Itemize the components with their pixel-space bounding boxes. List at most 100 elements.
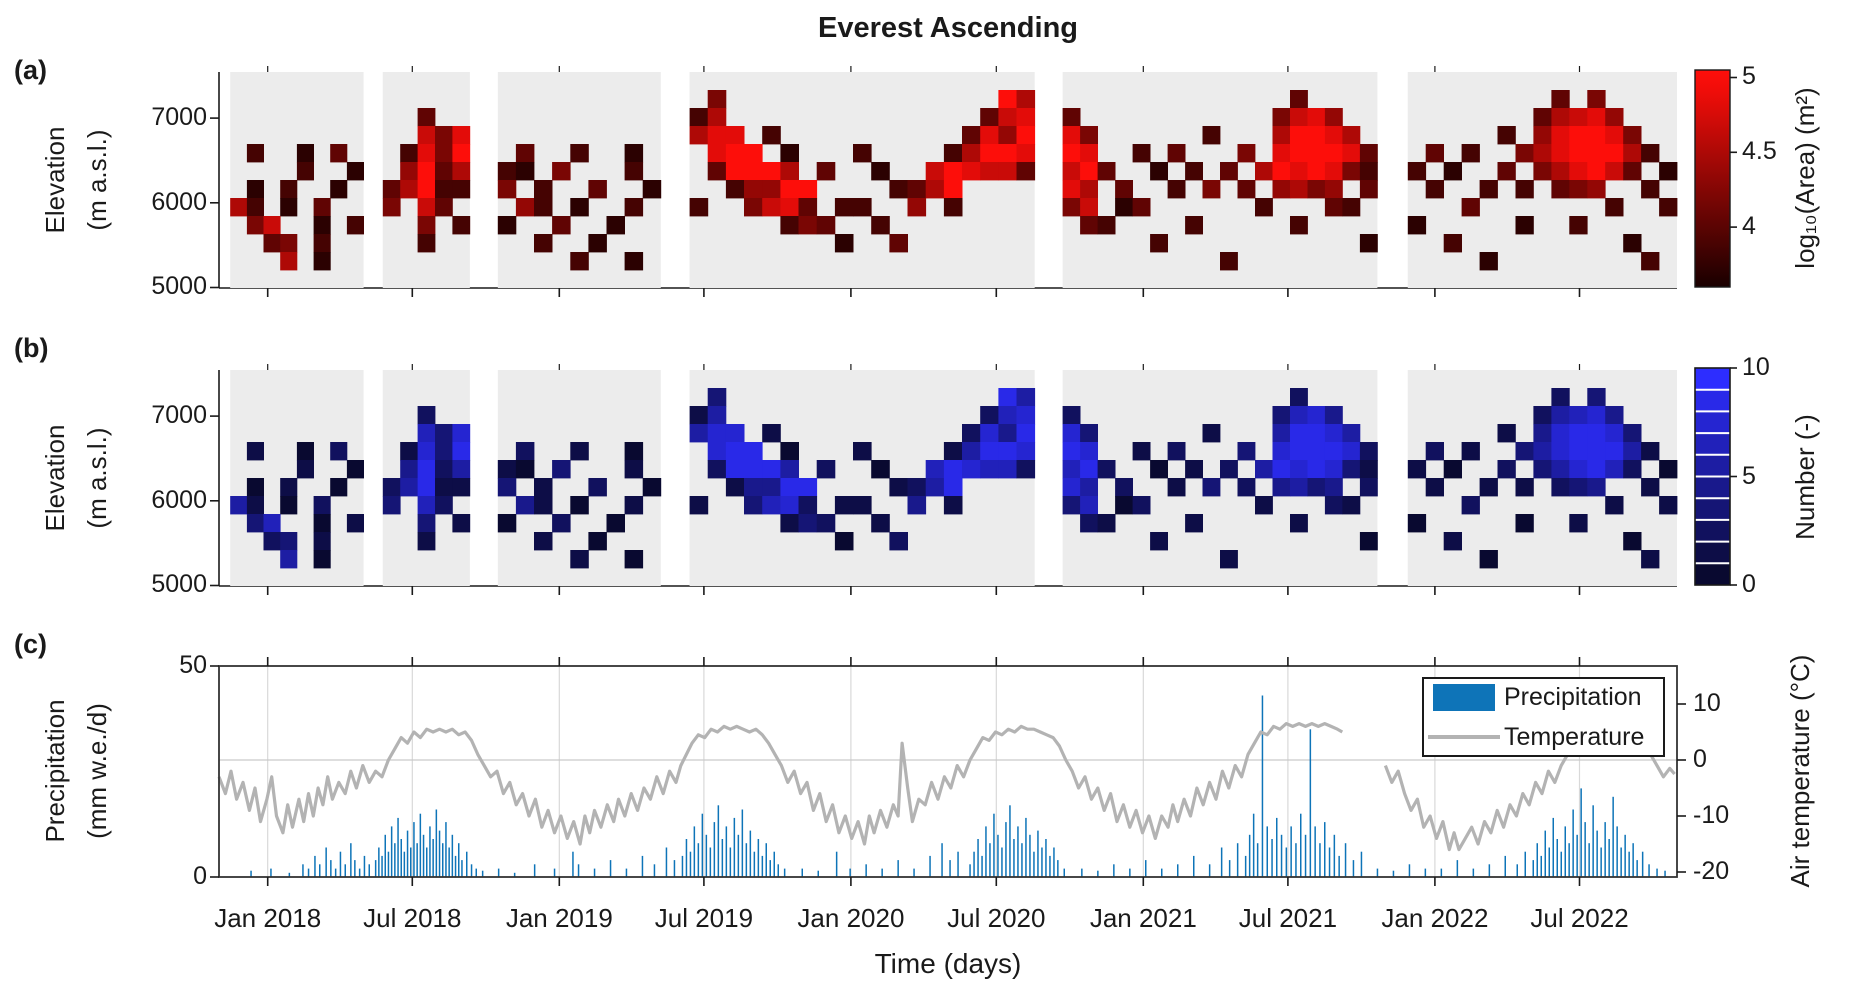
panel-a-cell [417, 180, 436, 199]
precipitation-bar [1057, 860, 1059, 877]
precipitation-bar [384, 834, 386, 877]
colorbar-number-segment [1695, 563, 1730, 585]
panel-b-cell [1324, 496, 1343, 515]
panel-b-cell [1016, 460, 1036, 479]
panel-a-cell [552, 162, 571, 181]
panel-b-cell [435, 478, 453, 497]
panel-a-cell [889, 234, 908, 253]
precipitation-bar [1600, 847, 1602, 877]
precipitation-bar [553, 868, 556, 877]
panel-b-cell [452, 442, 471, 461]
panel-a-cell [816, 162, 836, 181]
precipitation-bar [475, 868, 477, 877]
precipitation-bar [1333, 834, 1336, 877]
precipitation-bar [1576, 834, 1578, 877]
precipitation-bar [1560, 851, 1562, 877]
panel-b-cell [1290, 442, 1308, 461]
panel-a-cell [417, 234, 436, 253]
panel-a-cell [998, 90, 1017, 109]
precipitation-bar [1208, 864, 1211, 877]
x-tick-label: Jan 2019 [505, 903, 613, 933]
panel-a-cell [980, 108, 999, 127]
panel-a-cell [1587, 162, 1606, 181]
precipitation-bar [1271, 839, 1273, 877]
panel-a-cell [246, 216, 264, 235]
panel-a-cell [1605, 162, 1624, 181]
precipitation-bar [454, 855, 457, 877]
panel-b-cell [1569, 406, 1588, 425]
panel-b-cell [1587, 460, 1606, 479]
panel-b-cell [246, 496, 264, 515]
panel-a-cell [1515, 216, 1534, 235]
precipitation-bar [1013, 839, 1015, 877]
panel-a-cell [230, 198, 248, 217]
panel-label-b: (b) [14, 333, 49, 363]
precipitation-bar [1053, 847, 1055, 877]
precipitation-bar [993, 813, 995, 877]
panel-a-cell [534, 180, 553, 199]
panel-a-cell [1016, 162, 1036, 181]
panel-b-cell [1587, 424, 1606, 443]
precipitation-bar [737, 834, 740, 877]
panel-b-cell [280, 550, 298, 569]
panel-a-cell [1551, 180, 1570, 199]
precipitation-bar [1608, 839, 1610, 877]
panel-a-cell [1080, 180, 1098, 199]
panel-b-cell [1342, 460, 1361, 479]
panel-a-cell [552, 216, 571, 235]
panel-a-cell [534, 198, 553, 217]
precipitation-bar [1025, 817, 1027, 877]
panel-b-cell [1272, 460, 1291, 479]
panel-a-cell [1220, 252, 1238, 271]
panel-a-cell [925, 162, 945, 181]
precipitation-bar [378, 847, 380, 877]
panel-a-cell [780, 162, 799, 181]
panel-a-cell [725, 144, 745, 163]
x-tick-label: Jul 2020 [947, 903, 1046, 933]
panel-b-cell [570, 496, 589, 515]
panel-b-cell [1016, 406, 1036, 425]
panel-b-cell [382, 478, 401, 497]
panel-b-cell [588, 532, 607, 551]
panel-a-cell [1016, 90, 1036, 109]
precipitation-bar [1532, 860, 1534, 877]
precipitation-bar [466, 851, 468, 877]
panel-a-cell [1307, 162, 1326, 181]
panel-a-cell [1623, 144, 1642, 163]
panel-a-cell [1569, 144, 1588, 163]
panel-b-cell [1623, 424, 1642, 443]
precipitation-bar [1488, 864, 1491, 877]
panel-b-cell [798, 496, 818, 515]
panel-a-cell [642, 180, 662, 199]
panel-a-cell [1551, 90, 1570, 109]
precipitation-bar [1029, 834, 1031, 877]
panel-b-cell [642, 478, 662, 497]
legend-temperature-label: Temperature [1504, 722, 1645, 751]
panel-b-cell [1587, 388, 1606, 407]
figure-title: Everest Ascending [817, 12, 1079, 44]
precipitation-bar [1472, 868, 1475, 877]
panel-b-cell [980, 460, 999, 479]
panel-b-cell [689, 424, 709, 443]
panel-b-cell [1307, 442, 1326, 461]
panel-a-cell [1237, 180, 1256, 199]
panel-a-cell [1461, 144, 1480, 163]
panel-b-cell [552, 460, 571, 479]
panel-b-cell [1167, 478, 1186, 497]
precipitation-bar [609, 860, 612, 877]
panel-b-cell [246, 514, 264, 533]
panel-a-cell [534, 234, 553, 253]
panel-a-cell [1641, 180, 1660, 199]
panel-b-cell [925, 460, 945, 479]
panel-b-cell [1115, 496, 1133, 515]
precipitation-bar [973, 851, 975, 877]
panel-a-cell [707, 108, 727, 127]
precipitation-bar [1564, 826, 1566, 877]
panel-b-cell [1605, 442, 1624, 461]
panel-b-ytick-label: 7000 [151, 401, 207, 430]
panel-b-cell [1324, 424, 1343, 443]
panel-a-cell [1290, 90, 1308, 109]
panel-a-cell [1587, 108, 1606, 127]
panel-b-cell [1097, 514, 1116, 533]
